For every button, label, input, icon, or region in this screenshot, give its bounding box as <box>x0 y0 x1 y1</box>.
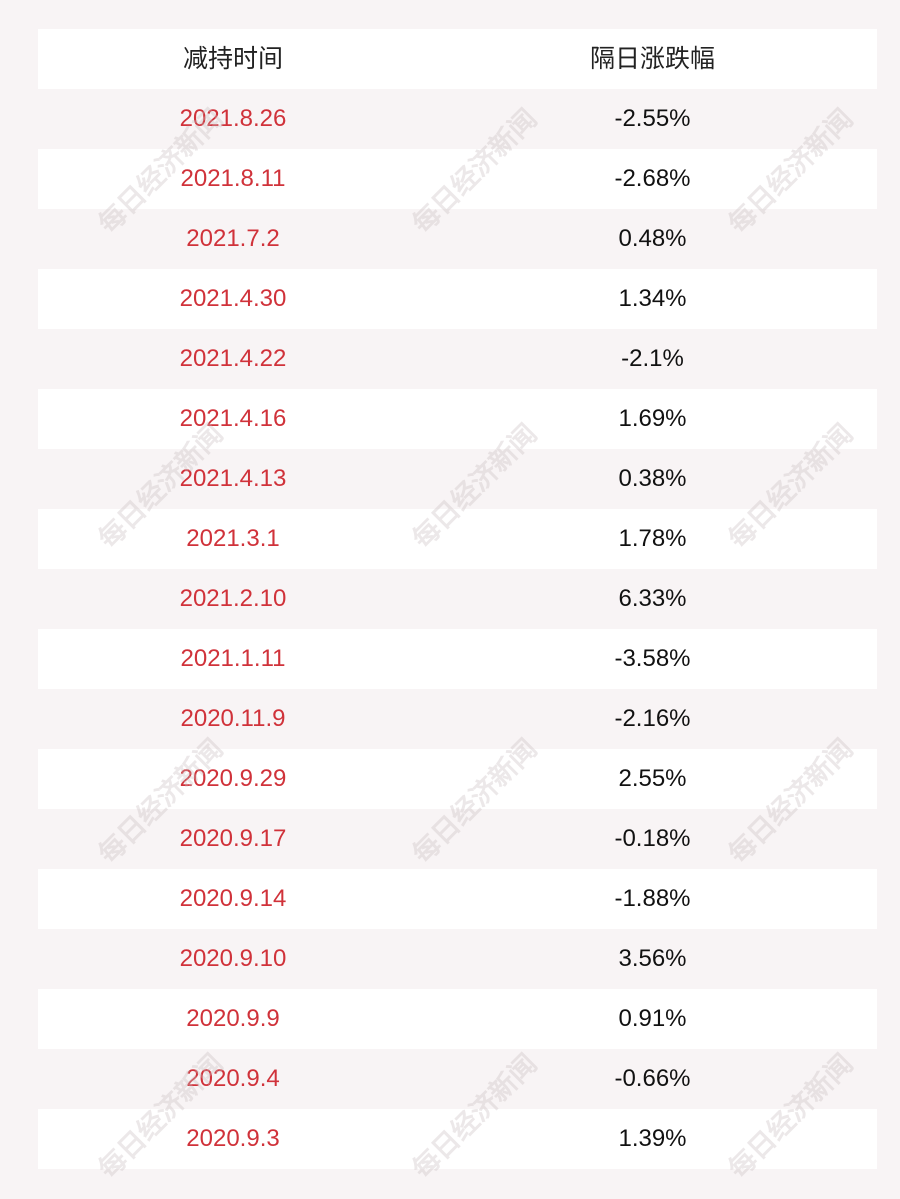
row-change: -2.55% <box>614 105 691 132</box>
row-change: -2.68% <box>614 165 691 192</box>
row-change: 2.55% <box>618 765 687 792</box>
row-change: 6.33% <box>618 585 687 612</box>
row-change: 1.34% <box>618 285 687 312</box>
row-date: 2021.4.22 <box>179 345 287 372</box>
row-change: -0.66% <box>614 1065 691 1092</box>
row-date: 2020.9.3 <box>186 1125 280 1152</box>
table-row: 2020.9.10 3.56% <box>38 929 877 989</box>
row-date: 2020.9.14 <box>179 885 287 912</box>
table-row: 2020.9.29 2.55% <box>38 749 877 809</box>
header-change: 隔日涨跌幅 <box>589 45 715 73</box>
row-change: -1.88% <box>614 885 691 912</box>
row-date: 2021.4.16 <box>179 405 287 432</box>
row-change: 0.91% <box>618 1005 687 1032</box>
row-change: 1.69% <box>618 405 687 432</box>
table-row: 2020.11.9 -2.16% <box>38 689 877 749</box>
row-date: 2021.8.11 <box>180 165 286 192</box>
row-date: 2021.7.2 <box>186 225 280 252</box>
table-row: 2021.1.11 -3.58% <box>38 629 877 689</box>
table-row: 2020.9.3 1.39% <box>38 1109 877 1169</box>
header-date: 减持时间 <box>182 45 283 73</box>
row-date: 2021.1.11 <box>180 645 286 672</box>
row-change: 1.78% <box>618 525 687 552</box>
table-row: 2021.8.26 -2.55% <box>38 89 877 149</box>
table-row: 2021.8.11 -2.68% <box>38 149 877 209</box>
table-row: 2021.4.30 1.34% <box>38 269 877 329</box>
row-date: 2020.9.9 <box>186 1005 280 1032</box>
table-row: 2021.4.13 0.38% <box>38 449 877 509</box>
table-row: 2020.9.17 -0.18% <box>38 809 877 869</box>
row-change: 0.38% <box>618 465 687 492</box>
row-date: 2021.2.10 <box>179 585 287 612</box>
row-date: 2020.9.29 <box>179 765 287 792</box>
row-change: 3.56% <box>618 945 687 972</box>
table-row: 2020.9.4 -0.66% <box>38 1049 877 1109</box>
table-row: 2020.9.14 -1.88% <box>38 869 877 929</box>
table-header-row: 减持时间 隔日涨跌幅 <box>38 29 877 89</box>
row-date: 2021.4.13 <box>179 465 287 492</box>
row-date: 2020.9.17 <box>179 825 287 852</box>
reduction-table: 减持时间 隔日涨跌幅 2021.8.26 -2.55% 2021.8.11 -2… <box>38 29 877 1169</box>
row-change: 0.48% <box>618 225 687 252</box>
table-row: 2021.4.22 -2.1% <box>38 329 877 389</box>
table-row: 2021.4.16 1.69% <box>38 389 877 449</box>
row-date: 2020.9.4 <box>186 1065 280 1092</box>
row-change: -0.18% <box>614 825 691 852</box>
row-change: -3.58% <box>614 645 691 672</box>
table-row: 2021.3.1 1.78% <box>38 509 877 569</box>
table-row: 2021.2.10 6.33% <box>38 569 877 629</box>
table-row: 2021.7.2 0.48% <box>38 209 877 269</box>
row-date: 2021.3.1 <box>186 525 280 552</box>
row-date: 2020.9.10 <box>179 945 287 972</box>
row-change: -2.16% <box>614 705 691 732</box>
row-date: 2021.4.30 <box>179 285 287 312</box>
table-row: 2020.9.9 0.91% <box>38 989 877 1049</box>
row-date: 2021.8.26 <box>179 105 287 132</box>
row-change: 1.39% <box>618 1125 687 1152</box>
row-date: 2020.11.9 <box>180 705 286 732</box>
row-change: -2.1% <box>621 345 684 372</box>
